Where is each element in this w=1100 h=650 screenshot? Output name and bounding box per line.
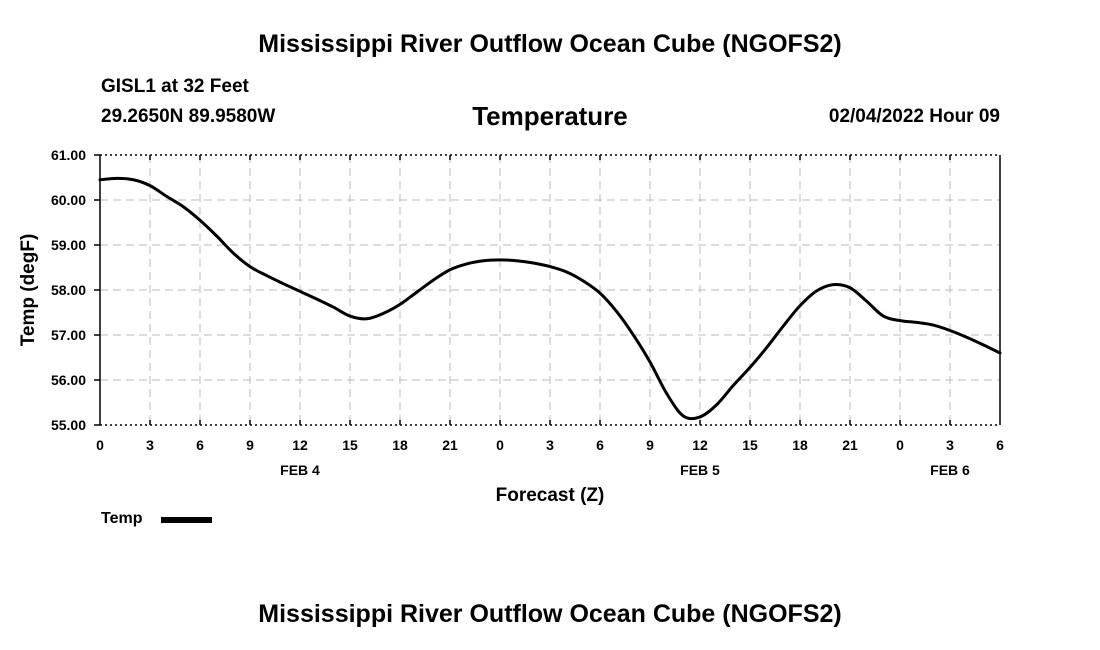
y-tick-label: 59.00 xyxy=(51,237,86,253)
forecast-datetime: 02/04/2022 Hour 09 xyxy=(828,106,1000,127)
footer-title: Mississippi River Outflow Ocean Cube (NG… xyxy=(258,600,842,628)
y-tick-label: 57.00 xyxy=(51,327,86,343)
x-tick-label: 21 xyxy=(442,437,458,453)
x-tick-label: 3 xyxy=(146,437,154,453)
x-tick-label: 0 xyxy=(896,437,904,453)
y-tick-label: 55.00 xyxy=(51,417,86,433)
x-date-label: FEB 5 xyxy=(680,462,720,478)
x-tick-label: 3 xyxy=(546,437,554,453)
y-axis-label: Temp (degF) xyxy=(18,234,39,347)
station-coordinates: 29.2650N 89.9580W xyxy=(101,106,276,127)
x-tick-label: 9 xyxy=(246,437,254,453)
y-tick-label: 58.00 xyxy=(51,282,86,298)
x-tick-label: 12 xyxy=(692,437,708,453)
x-tick-label: 0 xyxy=(496,437,504,453)
x-tick-label: 18 xyxy=(792,437,808,453)
x-tick-label: 15 xyxy=(742,437,758,453)
x-tick-label: 9 xyxy=(646,437,654,453)
x-tick-label: 18 xyxy=(392,437,408,453)
x-tick-label: 6 xyxy=(596,437,604,453)
series-line-temp xyxy=(98,176,1002,421)
x-tick-label: 6 xyxy=(996,437,1004,453)
station-name: GISL1 at 32 Feet xyxy=(101,76,249,97)
x-tick-label: 0 xyxy=(96,437,104,453)
x-tick-label: 12 xyxy=(292,437,308,453)
legend-swatch xyxy=(161,517,212,523)
y-tick-label: 60.00 xyxy=(51,192,86,208)
y-tick-label: 56.00 xyxy=(51,372,86,388)
x-date-label: FEB 4 xyxy=(280,462,320,478)
x-tick-label: 15 xyxy=(342,437,358,453)
chart-title: Temperature xyxy=(472,101,628,131)
x-tick-label: 21 xyxy=(842,437,858,453)
x-axis-label: Forecast (Z) xyxy=(496,485,605,506)
x-date-label: FEB 6 xyxy=(930,462,970,478)
y-tick-label: 61.00 xyxy=(51,147,86,163)
x-tick-label: 3 xyxy=(946,437,954,453)
legend-label: Temp xyxy=(101,510,143,527)
page-title: Mississippi River Outflow Ocean Cube (NG… xyxy=(258,30,842,58)
x-tick-label: 6 xyxy=(196,437,204,453)
